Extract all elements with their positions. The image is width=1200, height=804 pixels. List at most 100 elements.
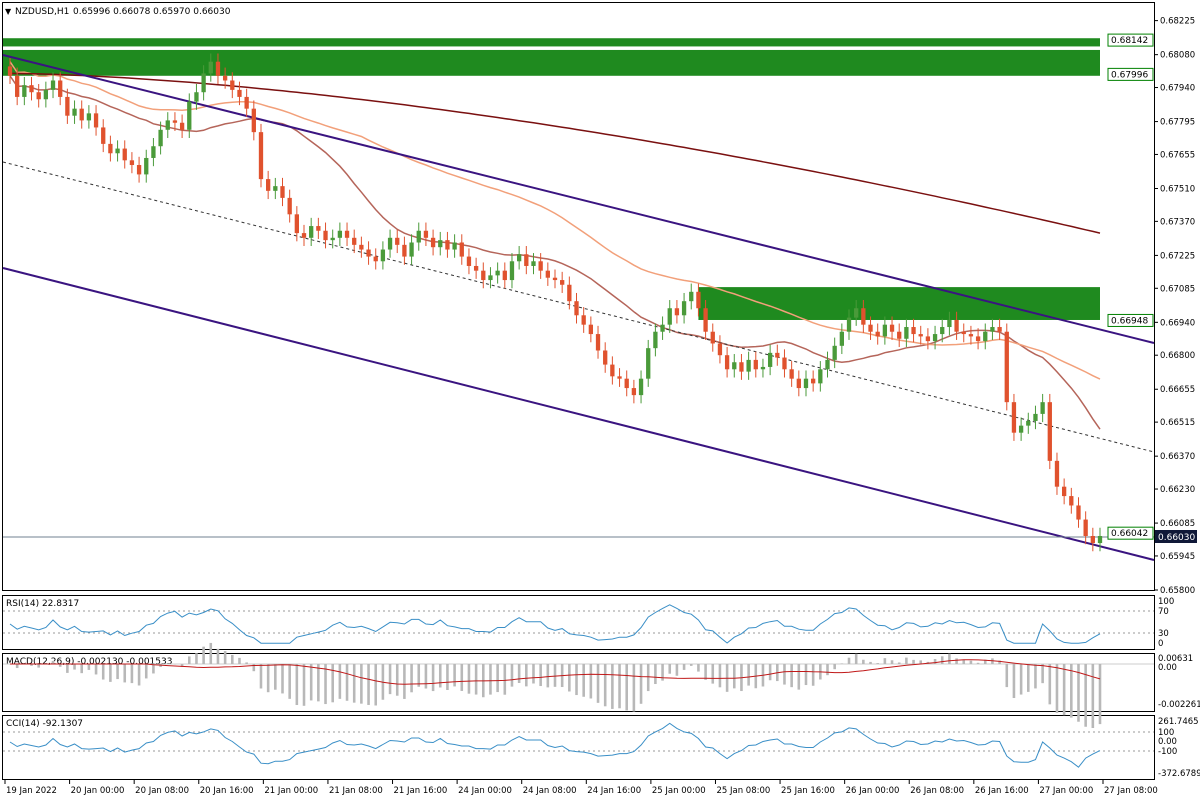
candle bbox=[344, 222, 350, 247]
candle bbox=[416, 222, 421, 251]
candle bbox=[316, 217, 321, 239]
candle bbox=[172, 112, 178, 131]
candle bbox=[574, 292, 579, 324]
candle-body bbox=[653, 331, 658, 349]
candle bbox=[1069, 487, 1074, 514]
price-tick-label: 0.67085 bbox=[1160, 284, 1195, 294]
candle-body bbox=[93, 113, 99, 128]
candle-body bbox=[595, 334, 601, 351]
candle-body bbox=[230, 80, 235, 90]
candle bbox=[466, 248, 472, 275]
macd-axis-label: 0.00631 bbox=[1158, 654, 1193, 664]
candle-body bbox=[129, 160, 135, 166]
candle-body bbox=[1090, 535, 1095, 544]
candle bbox=[101, 119, 106, 153]
candle-body bbox=[1040, 402, 1045, 414]
candle bbox=[595, 325, 601, 359]
candle bbox=[990, 318, 995, 340]
candle-body bbox=[136, 165, 142, 175]
time-axis: 19 Jan 2022 20 Jan 00:00 20 Jan 08:00 20 Ja… bbox=[4, 780, 1158, 796]
rsi-line bbox=[9, 604, 1101, 644]
candle bbox=[22, 76, 27, 106]
candle-body bbox=[961, 331, 966, 335]
level-label-text: 0.66948 bbox=[1111, 316, 1148, 326]
candle bbox=[294, 206, 299, 242]
candle bbox=[438, 231, 443, 256]
candle bbox=[79, 100, 84, 129]
candle-body bbox=[1018, 425, 1024, 433]
candle bbox=[746, 351, 751, 380]
candle-body bbox=[15, 75, 20, 97]
candle bbox=[789, 361, 794, 387]
candle bbox=[724, 346, 730, 378]
level-label-text: 0.68142 bbox=[1111, 36, 1148, 46]
candle bbox=[689, 283, 694, 310]
candle-body bbox=[839, 331, 844, 346]
candle bbox=[732, 354, 737, 378]
candle-body bbox=[739, 362, 744, 372]
candle bbox=[1047, 393, 1052, 470]
candle-body bbox=[409, 242, 414, 257]
candle-body bbox=[273, 186, 278, 191]
candle-body bbox=[552, 277, 558, 281]
candle-body bbox=[280, 186, 285, 198]
candle-body bbox=[545, 270, 550, 278]
candle bbox=[15, 67, 20, 106]
candle bbox=[502, 262, 507, 289]
candle bbox=[631, 379, 637, 404]
candle bbox=[280, 177, 285, 207]
cci-axis-label: -100 bbox=[1158, 747, 1177, 757]
time-tick-label: 20 Jan 16:00 bbox=[200, 786, 254, 796]
candle bbox=[330, 229, 335, 249]
candle-body bbox=[337, 230, 343, 238]
time-tick-label: 25 Jan 00:00 bbox=[652, 786, 706, 796]
candle-body bbox=[710, 331, 715, 344]
time-tick-label: 27 Jan 08:00 bbox=[1104, 786, 1158, 796]
candle bbox=[581, 307, 586, 333]
candle bbox=[803, 370, 809, 397]
candle-body bbox=[359, 244, 364, 250]
cci-line bbox=[9, 722, 1101, 768]
candle-body bbox=[323, 230, 328, 241]
price-axis: 0.68225 0.68080 0.67940 0.67795 0.67655 0.675… bbox=[1154, 17, 1195, 596]
candle bbox=[380, 241, 386, 270]
candle bbox=[861, 300, 866, 333]
level-label-box bbox=[1107, 67, 1154, 81]
candle bbox=[624, 370, 629, 397]
candle bbox=[667, 300, 672, 333]
candle bbox=[187, 93, 192, 139]
price-tick-label: 0.67225 bbox=[1160, 251, 1195, 261]
candle bbox=[387, 229, 393, 258]
candle-body bbox=[344, 230, 350, 238]
candle-body bbox=[122, 148, 127, 161]
candle bbox=[717, 335, 723, 364]
candle bbox=[516, 246, 522, 270]
candle-body bbox=[72, 108, 77, 116]
candle-body bbox=[502, 270, 507, 281]
candle-body bbox=[603, 350, 608, 365]
candle bbox=[617, 368, 622, 387]
candle-body bbox=[746, 359, 751, 372]
candle bbox=[868, 316, 873, 340]
candle-body bbox=[43, 89, 49, 100]
candle-body bbox=[473, 265, 479, 271]
price-tick-label: 0.66370 bbox=[1160, 452, 1195, 462]
candle bbox=[775, 344, 780, 366]
candle-body bbox=[352, 237, 357, 245]
rsi-axis-label: 100 bbox=[1158, 597, 1174, 607]
dropdown-arrow-icon[interactable]: ▼ bbox=[5, 7, 12, 16]
price-tick-label: 0.67370 bbox=[1160, 217, 1195, 227]
candle bbox=[947, 311, 952, 336]
candle bbox=[352, 229, 357, 254]
candle-body bbox=[402, 244, 407, 257]
candle-body bbox=[50, 80, 56, 90]
time-tick-label: 26 Jan 00:00 bbox=[846, 786, 900, 796]
price-tick-label: 0.66800 bbox=[1160, 351, 1195, 361]
candle-body bbox=[932, 334, 938, 342]
candle bbox=[323, 222, 328, 249]
candle bbox=[782, 349, 787, 378]
candle-body bbox=[79, 108, 84, 121]
candle bbox=[287, 189, 292, 223]
macd-pane-border bbox=[2, 653, 1155, 712]
candle-body bbox=[832, 345, 837, 360]
